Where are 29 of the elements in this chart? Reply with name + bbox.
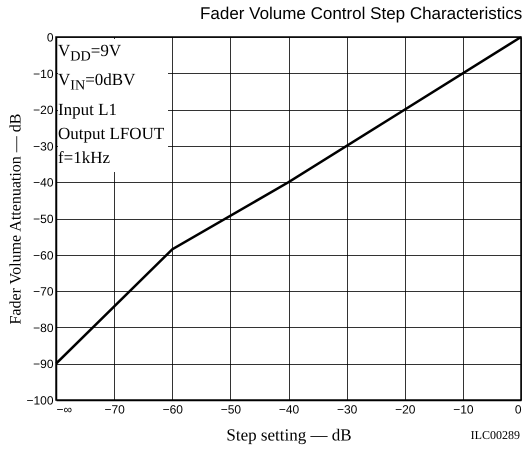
annotation: V$_{IN}$=0dBV [58, 69, 136, 96]
y-tick-label: −20 [33, 103, 54, 118]
y-tick-label: −80 [33, 320, 54, 335]
x-tick-label: 0 [514, 402, 522, 416]
chart-title: Fader Volume Control Step Characteristics [200, 4, 522, 23]
text: ILC00289 [470, 428, 520, 443]
x-tick-label: −10 [453, 402, 474, 416]
y-tick-label: −10 [33, 66, 54, 81]
x-tick-label: −60 [162, 402, 184, 416]
y-tick-label: −90 [33, 357, 54, 372]
x-tick-label: −50 [220, 402, 242, 416]
y-tick-label: −70 [33, 284, 54, 299]
x-tick-label: −30 [336, 402, 358, 416]
x-tick-label: −40 [278, 402, 300, 416]
annotation: f=1kHz [58, 146, 112, 169]
annotation: Output LFOUT [58, 122, 164, 145]
y-tick-label: −30 [33, 139, 54, 154]
x-axis-title: Step setting — dB [226, 426, 352, 444]
annotation: Input L1 [58, 98, 118, 121]
x-tick-label: −20 [395, 402, 416, 416]
annotation: V$_{DD}$=9V [58, 40, 122, 66]
y-tick-label: 0 [46, 30, 54, 44]
y-tick-label: −40 [33, 176, 54, 190]
y-axis-title: Fader Volume Attenuation — dB [7, 114, 24, 324]
y-tick-label: −100 [26, 394, 54, 408]
x-tick-label: −∞ [56, 402, 73, 416]
y-tick-label: −50 [33, 212, 54, 226]
y-tick-label: −60 [33, 248, 54, 262]
x-tick-label: −70 [104, 402, 126, 416]
